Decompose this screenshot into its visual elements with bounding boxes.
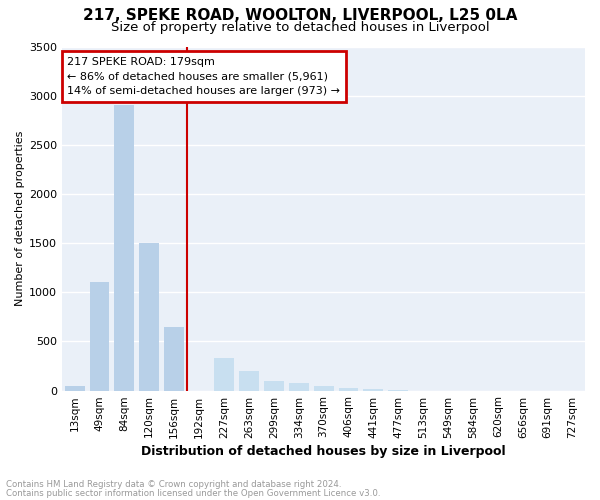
Bar [164,326,184,390]
Text: Size of property relative to detached houses in Liverpool: Size of property relative to detached ho… [110,21,490,34]
Bar [364,388,383,390]
Y-axis label: Number of detached properties: Number of detached properties [15,131,25,306]
Bar [314,386,334,390]
Bar [289,382,308,390]
Text: Contains HM Land Registry data © Crown copyright and database right 2024.: Contains HM Land Registry data © Crown c… [6,480,341,489]
Bar [214,358,234,390]
Bar [239,371,259,390]
Bar [65,386,85,390]
Bar [338,388,358,390]
Text: 217, SPEKE ROAD, WOOLTON, LIVERPOOL, L25 0LA: 217, SPEKE ROAD, WOOLTON, LIVERPOOL, L25… [83,8,517,22]
Text: 217 SPEKE ROAD: 179sqm
← 86% of detached houses are smaller (5,961)
14% of semi-: 217 SPEKE ROAD: 179sqm ← 86% of detached… [67,57,340,96]
Text: Contains public sector information licensed under the Open Government Licence v3: Contains public sector information licen… [6,488,380,498]
Bar [115,106,134,391]
Bar [89,282,109,391]
X-axis label: Distribution of detached houses by size in Liverpool: Distribution of detached houses by size … [141,444,506,458]
Bar [139,243,159,390]
Bar [264,380,284,390]
